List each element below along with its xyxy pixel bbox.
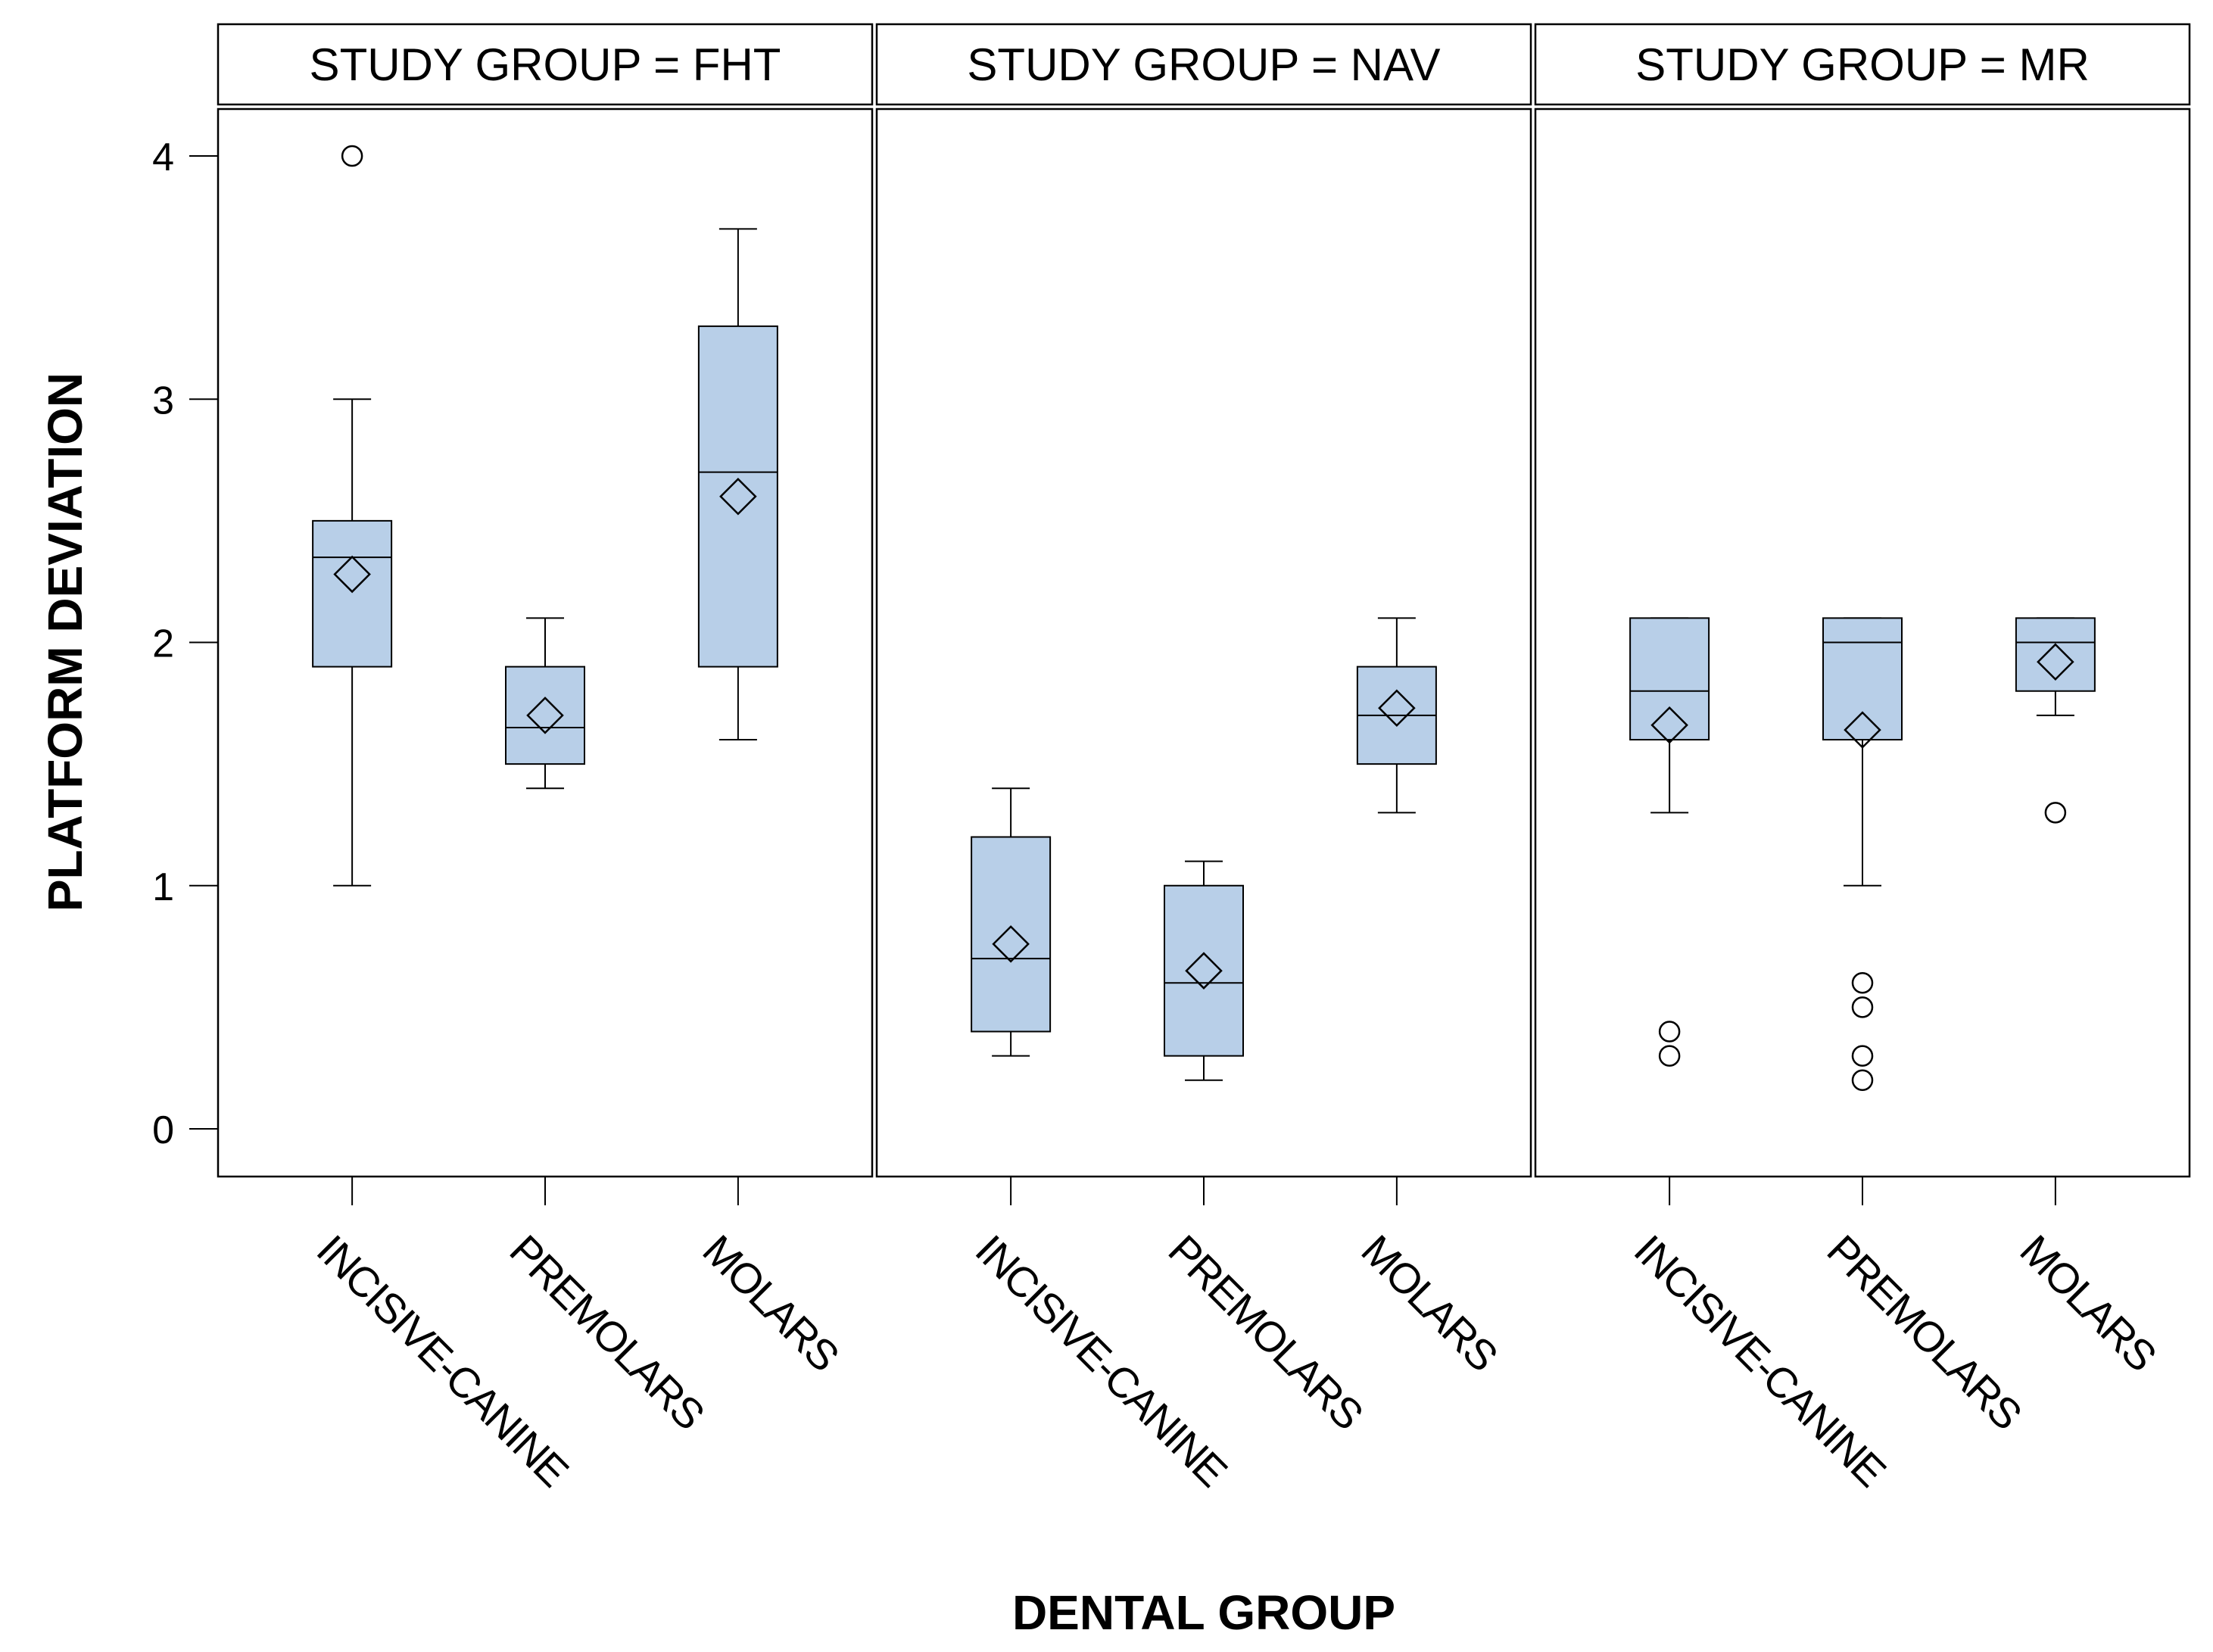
iqr-box [971, 836, 1052, 1033]
mean-marker [526, 697, 564, 734]
panel-title: STUDY GROUP = NAV [967, 39, 1440, 90]
panel-2: STUDY GROUP = NAVINCISIVE-CANINEPREMOLAR… [875, 23, 1532, 1495]
y-tick-label: 0 [152, 1108, 174, 1152]
y-axis: 0 1 2 3 4 [152, 136, 218, 1152]
box-premolars [505, 617, 585, 790]
outlier-point [1658, 1021, 1681, 1043]
mean-marker [719, 477, 757, 516]
box-molars [1356, 617, 1437, 814]
mean-marker [1650, 706, 1688, 744]
iqr-box [505, 665, 585, 765]
box-premolars [1822, 617, 1903, 1091]
panel-header [217, 23, 874, 106]
box-premolars [1164, 860, 1244, 1081]
box-molars [2015, 617, 2096, 824]
mean-marker [1844, 711, 1881, 749]
panel-title: STUDY GROUP = FHT [310, 39, 781, 90]
x-tick-label: PREMOLARS [501, 1226, 713, 1438]
outlier-point [2044, 802, 2067, 824]
x-tick-label: MOLARS [1352, 1226, 1506, 1379]
x-tick-label: MOLARS [2011, 1226, 2165, 1379]
panel-header [875, 23, 1532, 106]
y-tick-label: 4 [152, 136, 174, 179]
outlier-point [1851, 1069, 1874, 1091]
mean-marker [1378, 689, 1416, 728]
iqr-box [697, 325, 778, 668]
panel-header [1534, 23, 2191, 106]
panels-layer: STUDY GROUP = FHTINCISIVE-CANINEPREMOLAR… [217, 23, 2191, 1495]
panel-title: STUDY GROUP = MR [1635, 39, 2090, 90]
panel-1: STUDY GROUP = FHTINCISIVE-CANINEPREMOLAR… [217, 23, 874, 1495]
panel-3: STUDY GROUP = MRINCISIVE-CANINEPREMOLARS… [1534, 23, 2191, 1495]
outlier-point [1851, 972, 1874, 994]
box-incisive-canine [1629, 617, 1710, 1067]
mean-marker [992, 925, 1030, 963]
x-tick-label: PREMOLARS [1819, 1226, 2031, 1438]
outlier-point [341, 145, 363, 167]
mean-marker [1185, 952, 1223, 990]
axis-titles: DENTAL GROUP PLATFORM DEVIATION [38, 372, 1395, 1640]
outlier-point [1851, 996, 1874, 1018]
y-tick-label: 2 [152, 622, 174, 666]
mean-marker [2037, 643, 2074, 681]
outlier-point [1658, 1045, 1681, 1067]
y-axis-title: PLATFORM DEVIATION [38, 372, 92, 912]
y-tick-label: 1 [152, 865, 174, 909]
iqr-box [1822, 617, 1903, 740]
x-tick-label: PREMOLARS [1160, 1226, 1372, 1438]
outlier-point [1851, 1045, 1874, 1067]
box-incisive-canine [312, 145, 393, 887]
x-tick-label: MOLARS [694, 1226, 847, 1379]
box-incisive-canine [971, 787, 1052, 1057]
y-tick-label: 3 [152, 379, 174, 422]
iqr-box [1629, 617, 1710, 740]
mean-marker [333, 555, 371, 594]
box-molars [697, 228, 778, 740]
iqr-box [312, 519, 393, 668]
x-axis-title: DENTAL GROUP [1012, 1585, 1395, 1640]
iqr-box [1164, 884, 1244, 1057]
